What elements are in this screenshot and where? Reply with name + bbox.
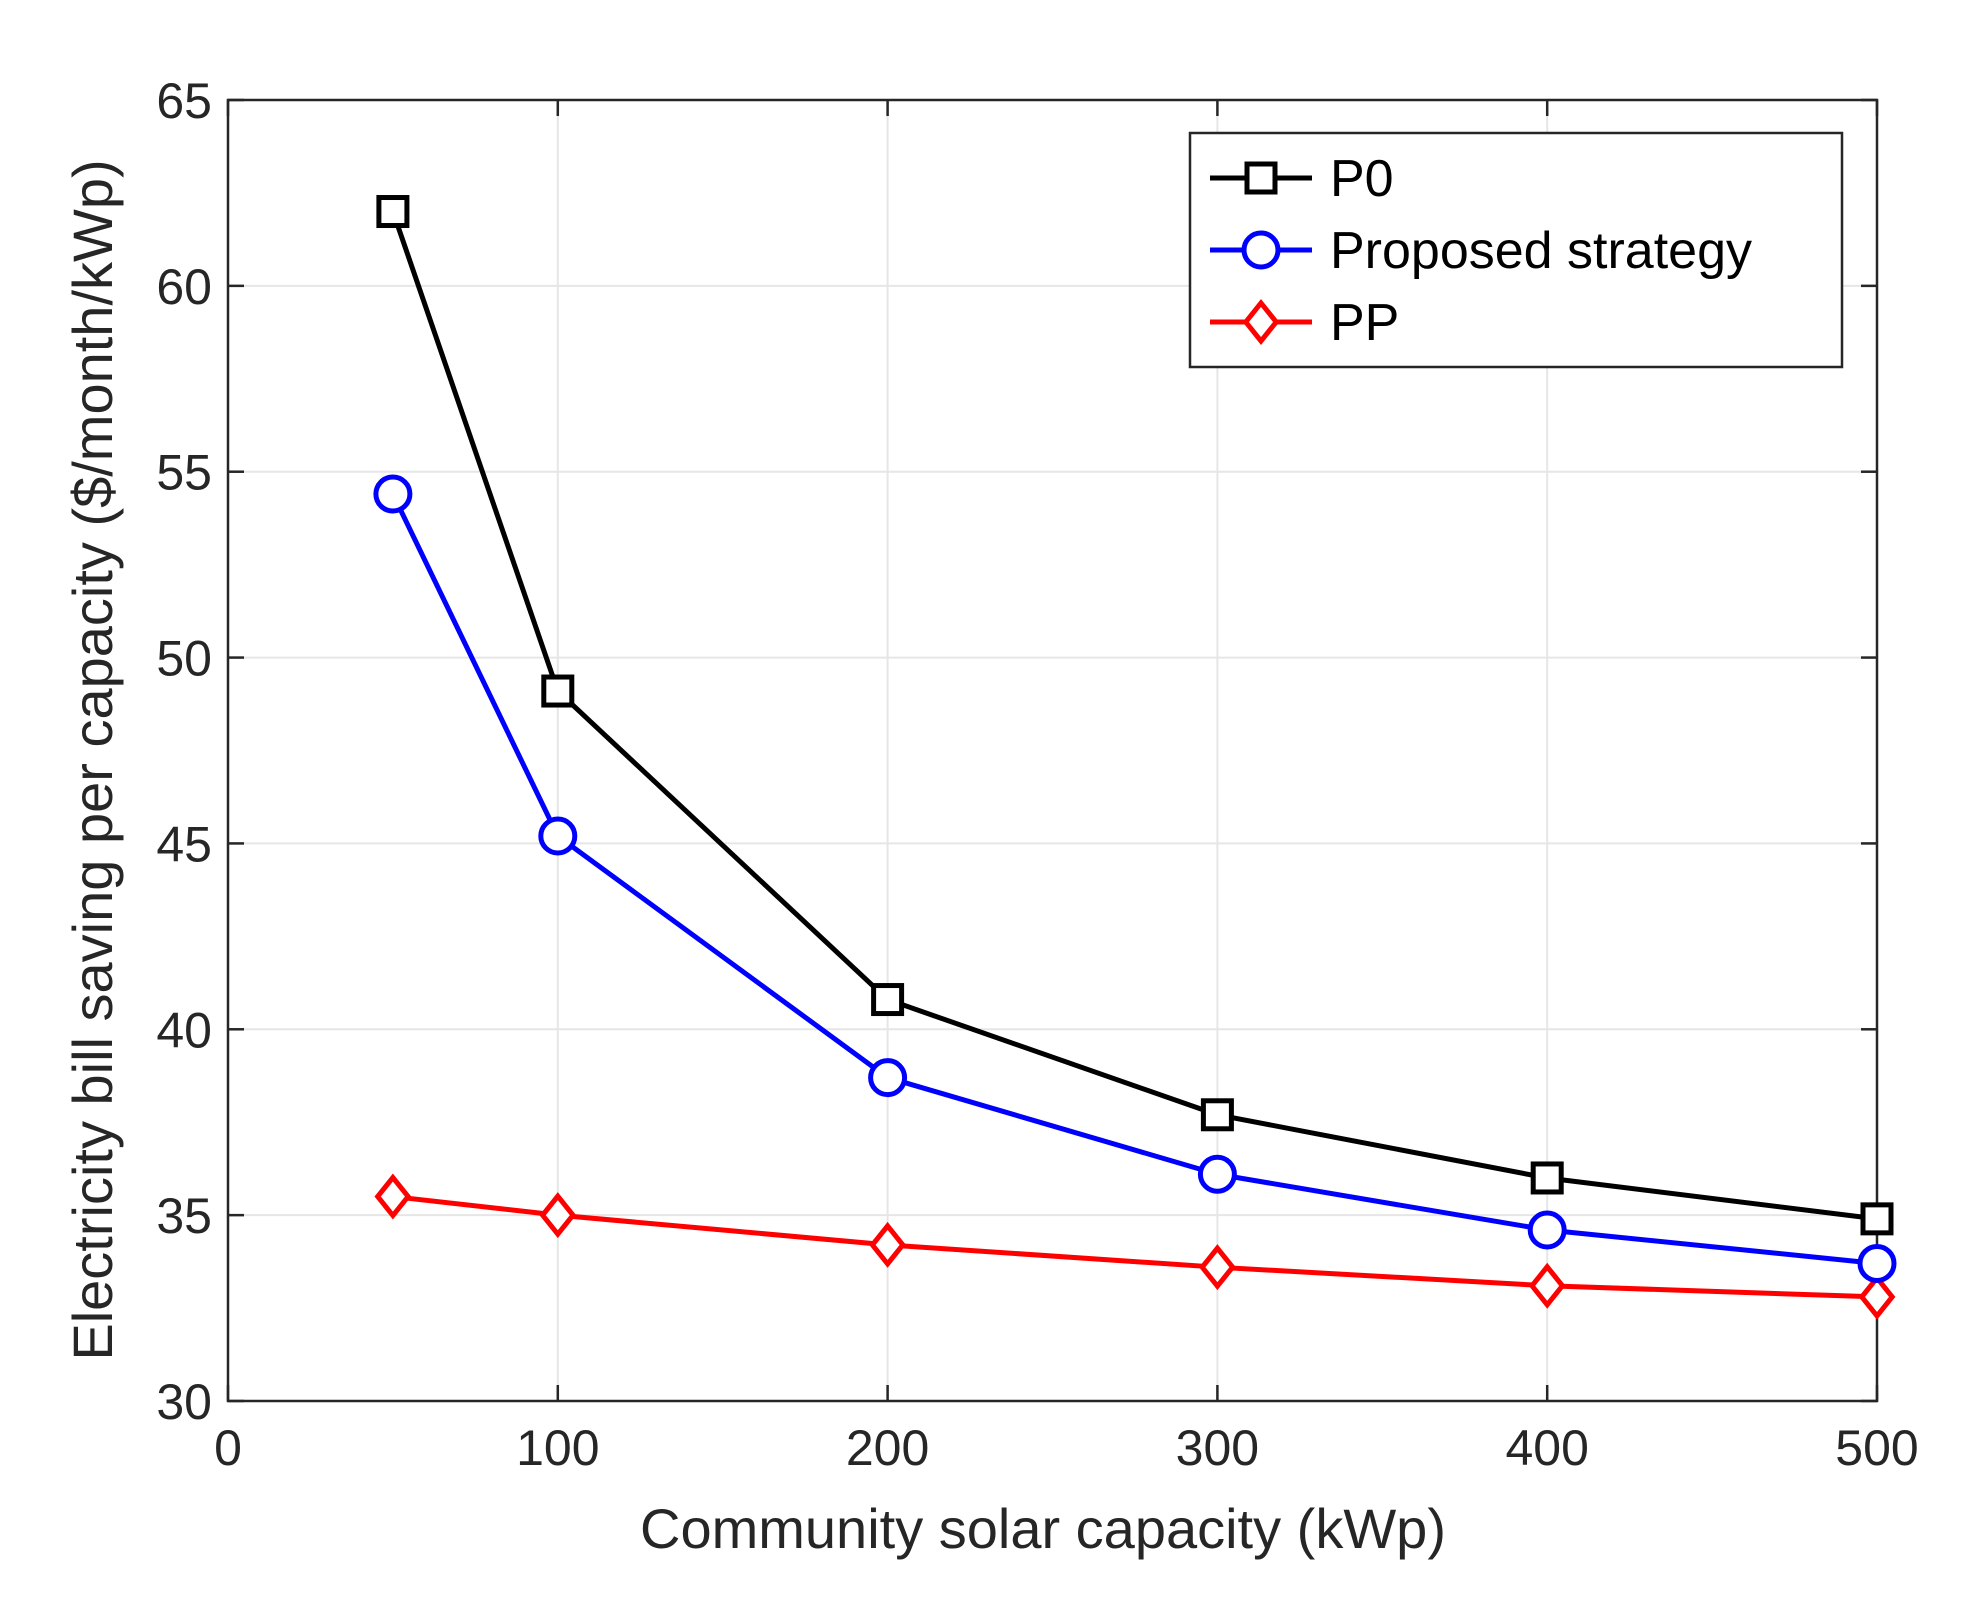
data-series	[373, 195, 1897, 1320]
data-point-square	[871, 983, 905, 1017]
data-point-square	[541, 674, 575, 708]
data-point-circle	[538, 816, 578, 856]
data-point-circle	[1197, 1154, 1237, 1194]
data-point-circle	[1857, 1243, 1897, 1283]
y-tick-label: 60	[156, 259, 212, 315]
x-tick-label: 400	[1505, 1420, 1588, 1476]
data-point-circle	[373, 474, 413, 514]
x-tick-label: 300	[1176, 1420, 1259, 1476]
y-tick-label: 45	[156, 816, 212, 872]
data-point-square	[1200, 1098, 1234, 1132]
legend-marker-circle	[1241, 230, 1281, 270]
x-tick-label: 200	[846, 1420, 929, 1476]
y-tick-label: 50	[156, 631, 212, 687]
legend-label: Proposed strategy	[1330, 222, 1752, 280]
data-point-diamond	[539, 1192, 577, 1239]
legend-label: PP	[1330, 294, 1399, 352]
series-pp	[374, 1173, 1896, 1320]
legend: P0 Proposed strategy PP	[1188, 131, 1844, 369]
series-line	[392, 1194, 1878, 1300]
series-line	[390, 492, 1878, 1266]
data-point-diamond	[869, 1221, 907, 1268]
series-p0	[376, 195, 1894, 1236]
legend-entry: Proposed strategy	[1210, 222, 1752, 280]
data-point-diamond	[1198, 1244, 1236, 1291]
data-point-square	[1860, 1202, 1894, 1236]
legend-entry: PP	[1210, 294, 1399, 352]
y-tick-label: 65	[156, 73, 212, 129]
data-point-square	[1530, 1161, 1564, 1195]
y-tick-label: 40	[156, 1002, 212, 1058]
data-point-diamond	[374, 1173, 412, 1220]
x-tick-label: 0	[214, 1420, 242, 1476]
y-tick-label: 55	[156, 445, 212, 501]
data-point-circle	[1527, 1210, 1567, 1250]
y-axis-label: Electricity bill saving per capacity ($/…	[61, 159, 124, 1360]
legend-entry: P0	[1210, 150, 1394, 208]
axes	[226, 98, 1879, 1403]
data-point-diamond	[1858, 1273, 1896, 1320]
x-tick-label: 100	[516, 1420, 599, 1476]
x-axis-label: Community solar capacity (kWp)	[640, 1497, 1446, 1560]
data-point-square	[376, 195, 410, 229]
x-tick-label: 500	[1835, 1420, 1918, 1476]
data-point-circle	[868, 1058, 908, 1098]
data-point-diamond	[1528, 1262, 1566, 1309]
legend-marker-diamond	[1242, 298, 1280, 346]
series-line	[390, 210, 1878, 1222]
axes-box	[226, 98, 1879, 1403]
tick-labels: 0 100 200 300 400 500 30 35 40 45 50 55 60 65	[156, 73, 1918, 1476]
y-tick-label: 30	[156, 1374, 212, 1430]
series-proposed-strategy	[373, 474, 1897, 1283]
legend-label: P0	[1330, 150, 1394, 208]
legend-marker-square	[1244, 161, 1278, 195]
y-tick-label: 35	[156, 1188, 212, 1244]
